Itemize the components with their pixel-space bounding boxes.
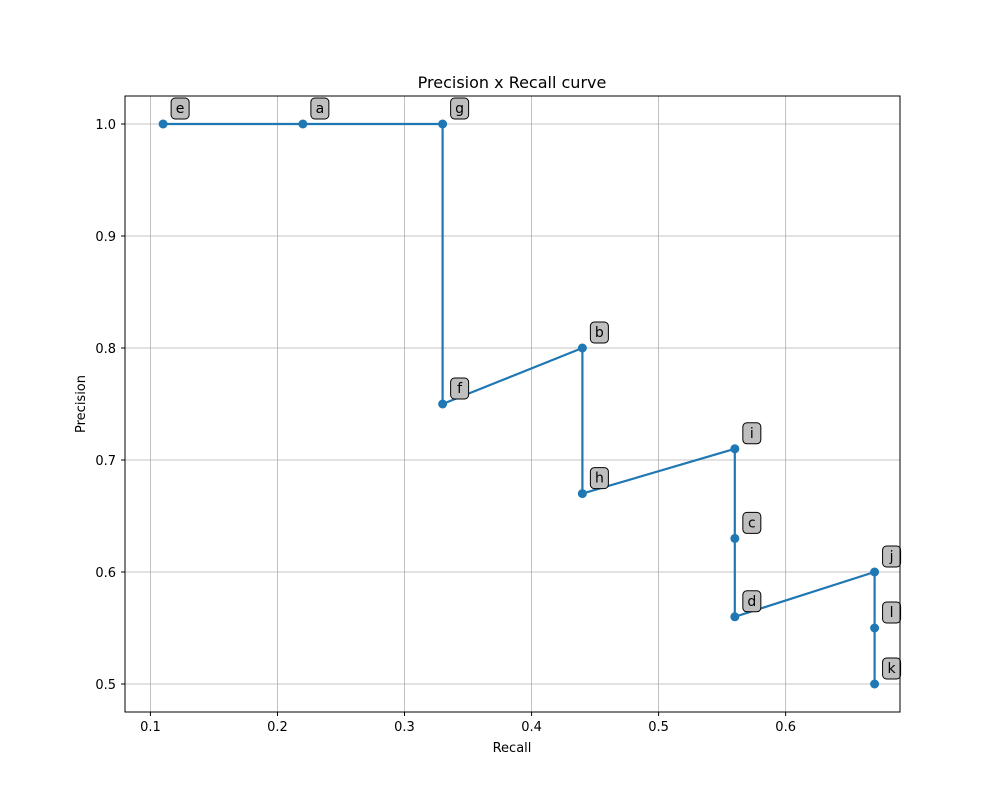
point-label-box (450, 97, 470, 120)
y-tick-label: 0.5 (95, 678, 116, 693)
point-label-box (589, 467, 609, 490)
series-line (163, 122, 876, 684)
x-tick-label: 0.3 (394, 720, 415, 735)
point-label-box (310, 97, 330, 120)
point-label-box (170, 97, 190, 120)
point-label-k: k (888, 661, 897, 677)
data-point-i (730, 444, 740, 454)
point-label-box (742, 511, 762, 534)
point-label-h: h (595, 471, 604, 487)
y-tick-label: 0.9 (95, 230, 116, 245)
point-label-i: i (750, 426, 754, 442)
data-point-l (870, 623, 880, 633)
plot-area-frame (124, 95, 901, 713)
x-axis-ticks: 0.1 0.2 0.3 0.4 0.5 0.6 (140, 712, 796, 735)
data-point-c (730, 533, 740, 543)
y-axis-label: Precision (74, 375, 89, 433)
point-label-c: c (748, 515, 756, 531)
point-label-box (450, 377, 470, 400)
y-tick-label: 0.8 (95, 342, 116, 357)
y-tick-label: 1.0 (95, 118, 116, 133)
point-label-a: a (316, 101, 325, 117)
point-label-j: j (889, 549, 894, 565)
x-tick-label: 0.5 (648, 720, 669, 735)
data-point-k (870, 679, 880, 689)
x-tick-label: 0.6 (775, 720, 796, 735)
y-axis-ticks: 0.5 0.6 0.7 0.8 0.9 1.0 (95, 118, 125, 693)
point-label-l: l (890, 605, 894, 621)
x-tick-label: 0.2 (267, 720, 288, 735)
x-axis-label: Recall (493, 741, 532, 756)
point-label-f: f (457, 381, 463, 397)
data-point-f (438, 399, 448, 409)
data-point-h (577, 489, 587, 499)
data-point-e (158, 119, 168, 129)
point-label-box (742, 590, 762, 613)
point-label-box (882, 601, 902, 624)
data-point-g (438, 119, 448, 129)
point-label-box (882, 657, 902, 680)
point-label-g: g (455, 101, 464, 117)
y-tick-label: 0.6 (95, 566, 116, 581)
data-point-a (298, 119, 308, 129)
data-point-d (730, 612, 740, 622)
point-label-e: e (176, 101, 185, 117)
point-labels: e a g f b h i c d j l k (170, 97, 902, 680)
data-point-b (577, 343, 587, 353)
x-tick-label: 0.4 (521, 720, 542, 735)
y-tick-label: 0.7 (95, 454, 116, 469)
point-label-box (742, 422, 762, 445)
chart-title: Precision x Recall curve (418, 73, 607, 92)
point-label-box (882, 545, 902, 568)
point-label-b: b (595, 325, 604, 341)
point-label-box (589, 321, 609, 344)
series-layer (158, 119, 880, 689)
data-point-j (870, 567, 880, 577)
point-label-d: d (747, 594, 756, 610)
x-tick-label: 0.1 (140, 720, 161, 735)
